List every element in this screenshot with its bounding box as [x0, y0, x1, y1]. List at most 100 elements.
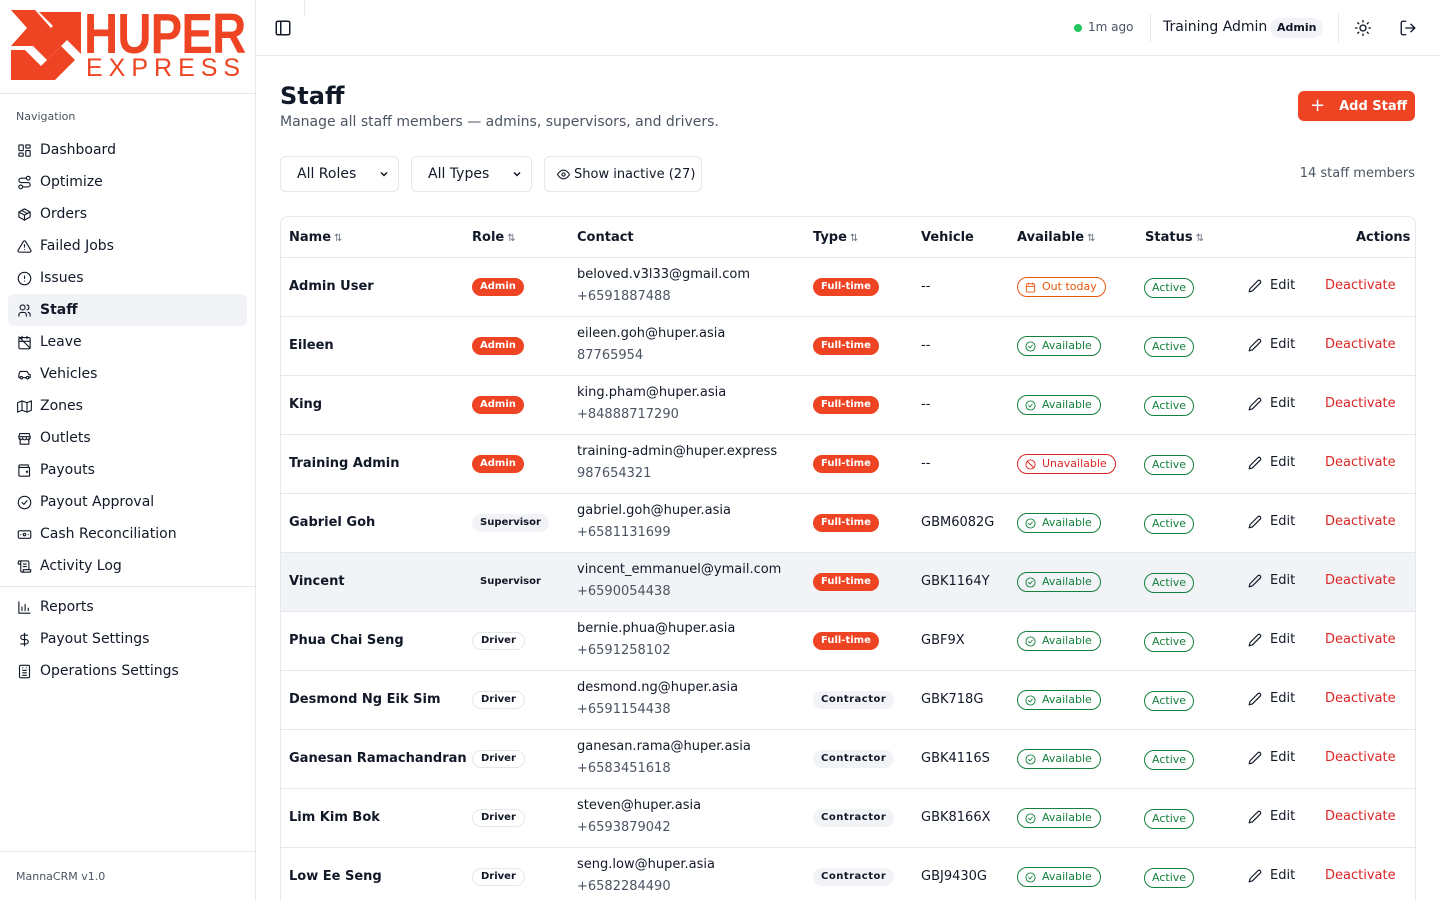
- logout-icon[interactable]: [1399, 19, 1417, 37]
- sidebar-item-label: Optimize: [40, 174, 103, 190]
- sync-status: 1m ago: [1088, 20, 1134, 34]
- contact-phone: +6581131699: [577, 525, 671, 540]
- edit-button[interactable]: Edit: [1248, 809, 1295, 824]
- vehicle-plate: GBM6082G: [921, 515, 995, 530]
- sidebar-toggle-icon[interactable]: [274, 19, 292, 37]
- col-type[interactable]: Type ⇅: [813, 230, 858, 245]
- col-role[interactable]: Role ⇅: [472, 230, 516, 245]
- deactivate-button[interactable]: Deactivate: [1325, 750, 1396, 765]
- availability-badge: Available: [1017, 336, 1101, 356]
- contact-phone: +6591154438: [577, 702, 671, 717]
- edit-label: Edit: [1270, 868, 1296, 883]
- map-icon: [16, 398, 32, 414]
- sidebar-item-issues[interactable]: Issues: [8, 262, 247, 294]
- staff-name: Vincent: [289, 574, 345, 589]
- deactivate-button[interactable]: Deactivate: [1325, 809, 1396, 824]
- edit-label: Edit: [1270, 750, 1296, 765]
- contact-phone: 87765954: [577, 348, 644, 363]
- deactivate-button[interactable]: Deactivate: [1325, 396, 1396, 411]
- availability-label: Available: [1042, 693, 1092, 706]
- edit-button[interactable]: Edit: [1248, 278, 1295, 293]
- col-status[interactable]: Status ⇅: [1145, 230, 1204, 245]
- pencil-icon: [1248, 515, 1270, 529]
- sidebar-item-payout-approval[interactable]: Payout Approval: [8, 486, 247, 518]
- header-divider: [1338, 14, 1339, 42]
- sidebar-item-label: Dashboard: [40, 142, 116, 158]
- availability-badge: Available: [1017, 395, 1101, 415]
- sort-icon: ⇅: [1195, 233, 1204, 244]
- deactivate-button[interactable]: Deactivate: [1325, 573, 1396, 588]
- sidebar-item-payouts[interactable]: Payouts: [8, 454, 247, 486]
- deactivate-button[interactable]: Deactivate: [1325, 868, 1396, 883]
- table-row: Eileen Admin eileen.goh@huper.asia 87765954…: [281, 317, 1415, 376]
- sidebar-item-outlets[interactable]: Outlets: [8, 422, 247, 454]
- sidebar-item-reports[interactable]: Reports: [8, 591, 247, 623]
- header-divider: [304, 0, 305, 16]
- alert-circle-icon: [16, 270, 32, 286]
- sidebar-item-zones[interactable]: Zones: [8, 390, 247, 422]
- deactivate-button[interactable]: Deactivate: [1325, 514, 1396, 529]
- role-badge: Driver: [472, 750, 525, 768]
- sidebar-item-label: Leave: [40, 334, 82, 350]
- availability-badge: Available: [1017, 749, 1101, 769]
- sidebar-item-optimize[interactable]: Optimize: [8, 166, 247, 198]
- check-circle-icon: [1025, 812, 1042, 824]
- show-inactive-button[interactable]: Show inactive (27): [544, 156, 702, 192]
- deactivate-button[interactable]: Deactivate: [1325, 337, 1396, 352]
- header-divider: [1150, 14, 1151, 42]
- contact-email: beloved.v3l33@gmail.com: [577, 267, 751, 282]
- edit-button[interactable]: Edit: [1248, 632, 1295, 647]
- sidebar-item-failed-jobs[interactable]: Failed Jobs: [8, 230, 247, 262]
- sidebar-item-vehicles[interactable]: Vehicles: [8, 358, 247, 390]
- vehicle-plate: --: [921, 279, 931, 294]
- edit-button[interactable]: Edit: [1248, 750, 1295, 765]
- theme-toggle-sun-icon[interactable]: [1354, 19, 1372, 37]
- sidebar-item-label: Vehicles: [40, 366, 98, 382]
- status-badge: Active: [1144, 396, 1195, 416]
- edit-button[interactable]: Edit: [1248, 514, 1295, 529]
- edit-button[interactable]: Edit: [1248, 396, 1295, 411]
- calendar-off-icon: [16, 334, 32, 350]
- col-available[interactable]: Available ⇅: [1017, 230, 1096, 245]
- table-row: Gabriel Goh Supervisor gabriel.goh@huper.a…: [281, 494, 1415, 553]
- sidebar-item-staff[interactable]: Staff: [8, 294, 247, 326]
- role-filter-value: All Roles: [297, 166, 357, 182]
- availability-label: Available: [1042, 339, 1092, 352]
- pencil-icon: [1248, 279, 1270, 293]
- pencil-icon: [1248, 456, 1270, 470]
- staff-table: Name ⇅ Role ⇅ Contact Type ⇅ Vehicle Availa…: [280, 216, 1416, 900]
- edit-button[interactable]: Edit: [1248, 691, 1295, 706]
- status-badge: Active: [1144, 809, 1195, 829]
- role-filter-select[interactable]: All Roles: [280, 156, 399, 192]
- staff-name: Phua Chai Seng: [289, 633, 404, 648]
- sidebar-item-operations-settings[interactable]: Operations Settings: [8, 655, 247, 687]
- role-badge: Driver: [472, 809, 525, 827]
- sidebar-item-payout-settings[interactable]: Payout Settings: [8, 623, 247, 655]
- check-circle-icon: [1025, 635, 1042, 647]
- edit-button[interactable]: Edit: [1248, 573, 1295, 588]
- edit-button[interactable]: Edit: [1248, 455, 1295, 470]
- status-badge: Active: [1144, 455, 1195, 475]
- col-name-label: Name: [289, 230, 332, 245]
- edit-label: Edit: [1270, 455, 1296, 470]
- deactivate-button[interactable]: Deactivate: [1325, 278, 1396, 293]
- availability-label: Unavailable: [1042, 457, 1107, 470]
- edit-button[interactable]: Edit: [1248, 868, 1295, 883]
- sort-icon: ⇅: [334, 233, 343, 244]
- logo[interactable]: HUPER EXPRESS: [0, 0, 255, 94]
- sidebar-item-activity-log[interactable]: Activity Log: [8, 550, 247, 582]
- route-icon: [16, 174, 32, 190]
- edit-button[interactable]: Edit: [1248, 337, 1295, 352]
- deactivate-button[interactable]: Deactivate: [1325, 691, 1396, 706]
- sidebar-item-dashboard[interactable]: Dashboard: [8, 134, 247, 166]
- sidebar-item-cash-reconciliation[interactable]: Cash Reconciliation: [8, 518, 247, 550]
- sidebar-item-orders[interactable]: Orders: [8, 198, 247, 230]
- deactivate-button[interactable]: Deactivate: [1325, 455, 1396, 470]
- deactivate-button[interactable]: Deactivate: [1325, 632, 1396, 647]
- type-filter-select[interactable]: All Types: [411, 156, 532, 192]
- status-badge: Active: [1144, 573, 1195, 593]
- add-staff-button[interactable]: + Add Staff: [1298, 91, 1415, 121]
- sidebar-item-leave[interactable]: Leave: [8, 326, 247, 358]
- edit-label: Edit: [1270, 337, 1296, 352]
- col-name[interactable]: Name ⇅: [289, 230, 342, 245]
